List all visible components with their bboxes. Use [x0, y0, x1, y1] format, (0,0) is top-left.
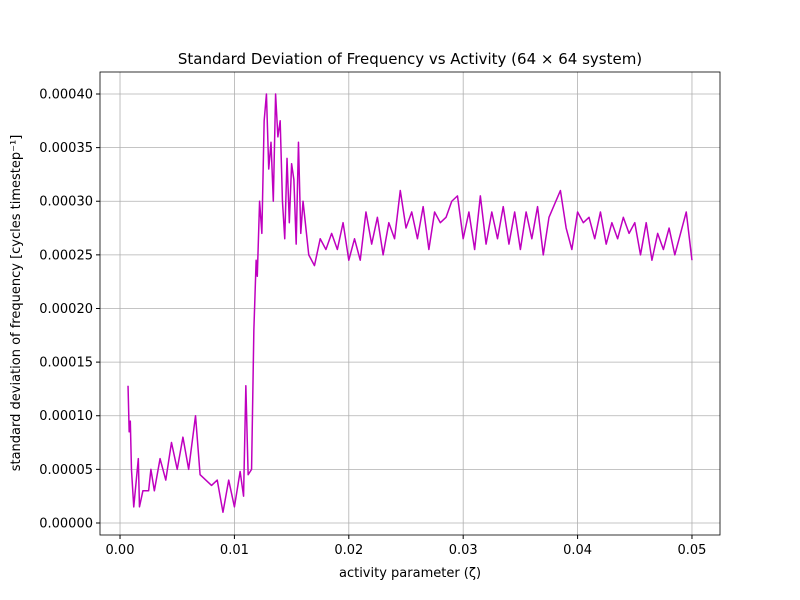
y-tick-label: 0.00020 — [39, 302, 93, 317]
y-tick-label: 0.00030 — [39, 195, 93, 210]
y-axis-label: standard deviation of frequency [cycles … — [9, 135, 24, 472]
plot-frame — [99, 71, 721, 536]
y-tick-label: 0.00015 — [39, 356, 93, 371]
y-tick-label: 0.00000 — [39, 516, 93, 531]
x-tick-label: 0.03 — [449, 543, 478, 558]
x-tick-label: 0.00 — [106, 543, 135, 558]
x-axis-label: activity parameter (ζ) — [339, 566, 481, 581]
y-tick-label: 0.00005 — [39, 463, 93, 478]
y-tick-label: 0.00025 — [39, 248, 93, 263]
x-tick-label: 0.04 — [563, 543, 592, 558]
y-tick-label: 0.00035 — [39, 141, 93, 156]
chart-title: Standard Deviation of Frequency vs Activ… — [178, 50, 642, 68]
y-tick-label: 0.00040 — [39, 87, 93, 102]
x-tick-label: 0.01 — [220, 543, 249, 558]
x-tick-label: 0.05 — [677, 543, 706, 558]
data-line — [127, 93, 693, 514]
y-tick-label: 0.00010 — [39, 409, 93, 424]
x-tick-label: 0.02 — [334, 543, 363, 558]
